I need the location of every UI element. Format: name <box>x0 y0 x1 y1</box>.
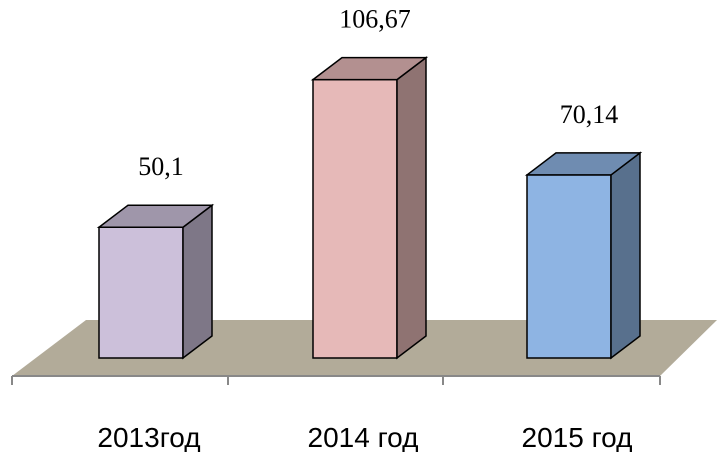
bar-front-face <box>98 226 184 359</box>
bar-top-face <box>524 152 643 176</box>
x-axis <box>11 375 661 385</box>
bars <box>96 56 643 360</box>
bar-top-face <box>310 56 429 81</box>
bar <box>310 56 429 360</box>
bar <box>524 151 643 360</box>
bar-side-face <box>182 203 213 360</box>
category-label: 2014 год <box>308 422 419 452</box>
data-labels: 50,1 106,67 70,14 <box>138 5 618 182</box>
data-label: 106,67 <box>339 5 411 34</box>
bar-side-face <box>610 151 641 360</box>
data-label: 70,14 <box>560 100 619 129</box>
bar-front-face <box>526 174 612 359</box>
category-label: 2013год <box>97 422 200 452</box>
category-label: 2015 год <box>522 422 633 452</box>
bar-top-face <box>96 204 215 228</box>
bar <box>96 203 215 360</box>
bar-side-face <box>396 56 427 360</box>
data-label: 50,1 <box>138 152 184 181</box>
bar-front-face <box>312 78 398 359</box>
category-labels: 2013год 2014 год 2015 год <box>97 422 632 452</box>
